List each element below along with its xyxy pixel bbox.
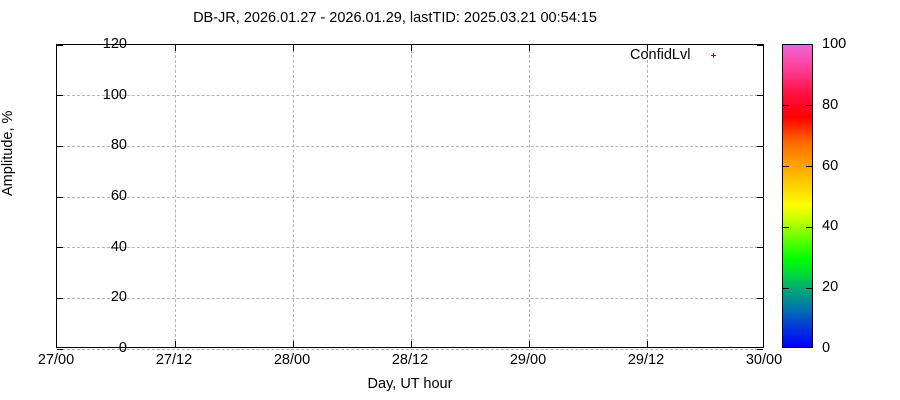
legend: ConfidLvl	[630, 47, 736, 63]
gridline-vertical	[528, 45, 530, 347]
gridline-horizontal	[57, 95, 763, 97]
colorbar-tick-mark	[806, 287, 812, 289]
y-tick-mark	[757, 145, 763, 147]
colorbar-tick-mark	[783, 105, 789, 107]
y-tick-mark	[757, 247, 763, 249]
legend-marker-wrap	[690, 52, 736, 58]
colorbar-tick-mark	[783, 166, 789, 168]
y-tick-mark	[757, 196, 763, 198]
gridline-horizontal	[57, 145, 763, 147]
colorbar-tick-label: 40	[822, 218, 839, 235]
gridline-vertical	[292, 45, 294, 347]
y-tick-mark	[57, 247, 63, 249]
colorbar-tick-mark	[783, 287, 789, 289]
y-axis-title: Amplitude, %	[0, 110, 16, 196]
x-tick-label: 28/00	[273, 352, 311, 368]
x-tick-label: 27/00	[37, 352, 75, 368]
y-tick-mark	[757, 95, 763, 97]
y-tick-mark	[757, 297, 763, 299]
y-tick-mark	[57, 297, 63, 299]
y-tick-mark	[757, 44, 763, 46]
x-tick-mark	[292, 341, 294, 347]
y-tick-label: 20	[110, 289, 127, 306]
gridline-horizontal	[57, 196, 763, 198]
colorbar-tick-label: 100	[822, 36, 847, 52]
y-tick-label: 80	[110, 137, 127, 154]
colorbar-tick-label: 80	[822, 96, 839, 113]
x-tick-mark	[292, 45, 294, 51]
y-tick-mark	[57, 44, 63, 46]
x-tick-label: 29/00	[509, 352, 547, 368]
x-tick-mark	[646, 45, 648, 51]
colorbar	[782, 44, 813, 348]
x-tick-mark	[174, 341, 176, 347]
x-tick-mark	[646, 341, 648, 347]
x-tick-mark	[174, 45, 176, 51]
y-tick-label: 100	[102, 86, 127, 103]
y-tick-mark	[57, 348, 63, 350]
colorbar-tick-label: 60	[822, 157, 839, 174]
x-tick-mark	[528, 45, 530, 51]
colorbar-tick-mark	[806, 226, 812, 228]
gridlines	[57, 45, 763, 350]
x-tick-mark	[410, 45, 412, 51]
y-tick-mark	[757, 348, 763, 350]
y-tick-mark	[57, 95, 63, 97]
gridline-horizontal	[57, 247, 763, 249]
x-tick-label: 30/00	[745, 352, 783, 368]
colorbar-tick-label: 20	[822, 279, 839, 296]
gridline-vertical	[410, 45, 412, 347]
chart-title: DB-JR, 2026.01.27 - 2026.01.29, lastTID:…	[193, 10, 597, 26]
colorbar-tick-mark	[783, 226, 789, 228]
x-tick-label: 29/12	[627, 352, 665, 368]
y-tick-label: 120	[102, 36, 127, 52]
gridline-horizontal	[57, 348, 763, 350]
y-tick-label: 60	[110, 188, 127, 204]
x-tick-mark	[410, 341, 412, 347]
legend-label-confidlvl: ConfidLvl	[630, 47, 691, 63]
colorbar-tick-mark	[806, 105, 812, 107]
y-tick-mark	[57, 145, 63, 147]
y-tick-label: 0	[118, 340, 127, 356]
x-tick-label: 28/12	[391, 352, 429, 368]
gridline-vertical	[646, 45, 648, 347]
x-axis-title: Day, UT hour	[367, 376, 453, 392]
colorbar-tick-mark	[806, 166, 812, 168]
x-tick-mark	[528, 341, 530, 347]
plot-area[interactable]	[56, 44, 764, 350]
y-tick-label: 40	[110, 238, 127, 255]
gridline-vertical	[174, 45, 176, 347]
colorbar-tick-label: 0	[822, 340, 831, 356]
y-tick-mark	[57, 196, 63, 198]
gridline-horizontal	[57, 297, 763, 299]
legend-point-marker-icon	[710, 52, 716, 58]
x-tick-label: 27/12	[155, 352, 193, 368]
